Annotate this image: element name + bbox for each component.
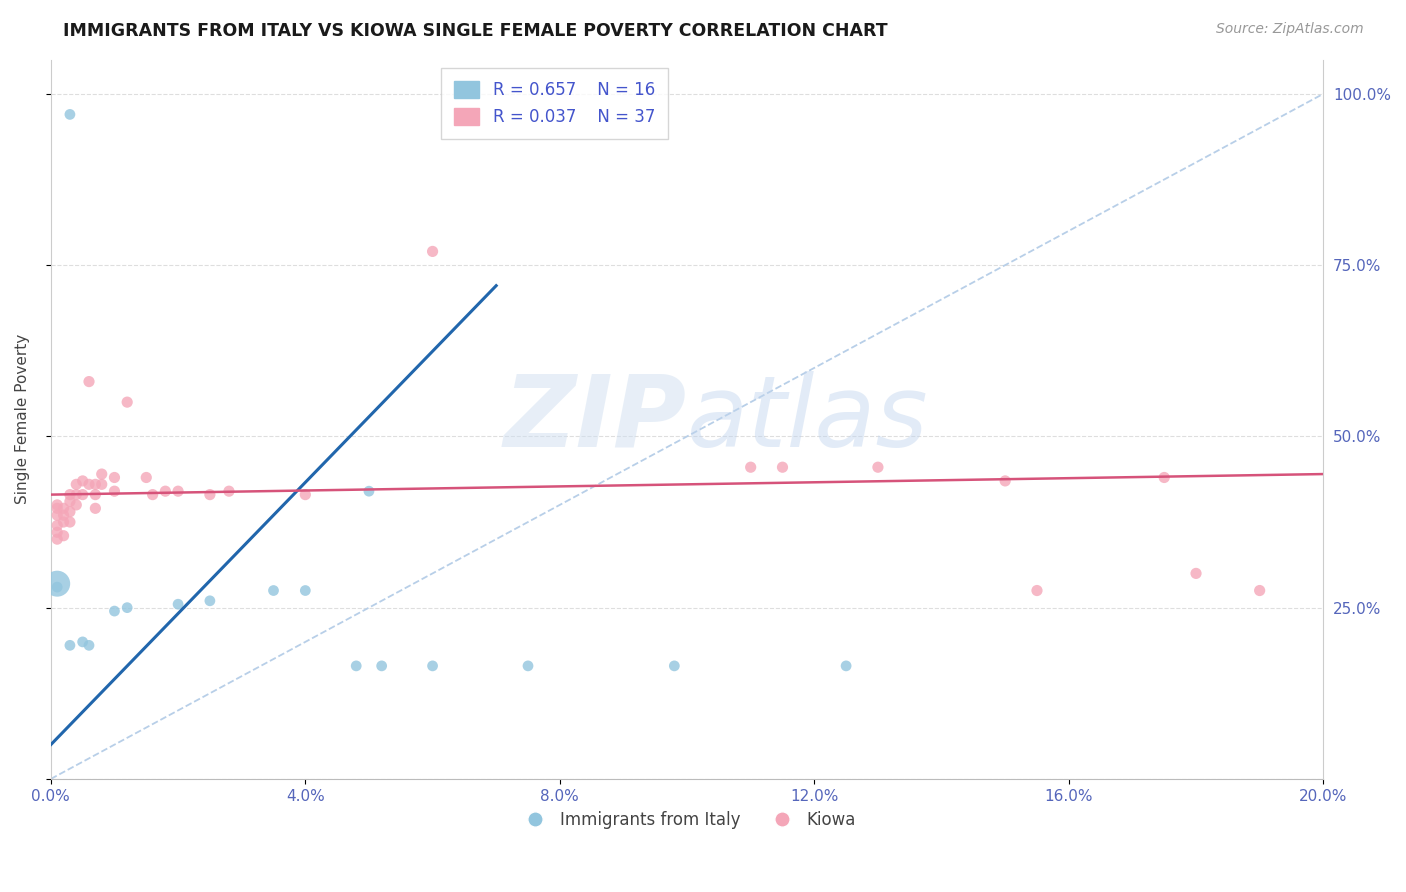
Point	[115, 395, 138, 409]
Point	[517, 659, 540, 673]
Point	[344, 659, 367, 673]
Point	[84, 477, 107, 491]
Point	[59, 488, 82, 502]
Point	[357, 484, 380, 499]
Point	[167, 484, 190, 499]
Point	[155, 484, 177, 499]
Point	[46, 501, 69, 516]
Point	[46, 580, 69, 594]
Point	[65, 498, 87, 512]
Point	[46, 498, 69, 512]
Point	[866, 460, 889, 475]
Point	[84, 501, 107, 516]
Point	[72, 474, 94, 488]
Point	[46, 525, 69, 540]
Point	[46, 518, 69, 533]
Point	[664, 659, 686, 673]
Point	[46, 508, 69, 523]
Point	[1249, 583, 1271, 598]
Point	[72, 488, 94, 502]
Point	[772, 460, 794, 475]
Point	[198, 594, 221, 608]
Point	[52, 529, 75, 543]
Point	[77, 477, 100, 491]
Point	[52, 515, 75, 529]
Point	[422, 659, 444, 673]
Point	[142, 488, 165, 502]
Point	[46, 576, 69, 591]
Point	[115, 600, 138, 615]
Point	[103, 470, 125, 484]
Point	[59, 107, 82, 121]
Point	[52, 508, 75, 523]
Point	[103, 604, 125, 618]
Text: ZIP: ZIP	[505, 371, 688, 467]
Point	[46, 532, 69, 546]
Point	[77, 375, 100, 389]
Text: Source: ZipAtlas.com: Source: ZipAtlas.com	[1216, 22, 1364, 37]
Point	[90, 477, 112, 491]
Text: atlas: atlas	[688, 371, 929, 467]
Point	[370, 659, 392, 673]
Point	[59, 638, 82, 652]
Point	[198, 488, 221, 502]
Point	[65, 488, 87, 502]
Point	[835, 659, 858, 673]
Point	[1153, 470, 1175, 484]
Text: IMMIGRANTS FROM ITALY VS KIOWA SINGLE FEMALE POVERTY CORRELATION CHART: IMMIGRANTS FROM ITALY VS KIOWA SINGLE FE…	[63, 22, 889, 40]
Point	[59, 505, 82, 519]
Point	[1185, 566, 1208, 581]
Point	[294, 488, 316, 502]
Point	[72, 635, 94, 649]
Point	[103, 484, 125, 499]
Point	[740, 460, 762, 475]
Y-axis label: Single Female Poverty: Single Female Poverty	[15, 334, 30, 504]
Point	[135, 470, 157, 484]
Point	[994, 474, 1017, 488]
Point	[59, 494, 82, 508]
Point	[422, 244, 444, 259]
Point	[218, 484, 240, 499]
Point	[59, 515, 82, 529]
Point	[1026, 583, 1049, 598]
Point	[52, 501, 75, 516]
Point	[77, 638, 100, 652]
Legend: Immigrants from Italy, Kiowa: Immigrants from Italy, Kiowa	[512, 804, 863, 835]
Point	[84, 488, 107, 502]
Point	[294, 583, 316, 598]
Point	[90, 467, 112, 481]
Point	[263, 583, 285, 598]
Point	[167, 597, 190, 611]
Point	[65, 477, 87, 491]
